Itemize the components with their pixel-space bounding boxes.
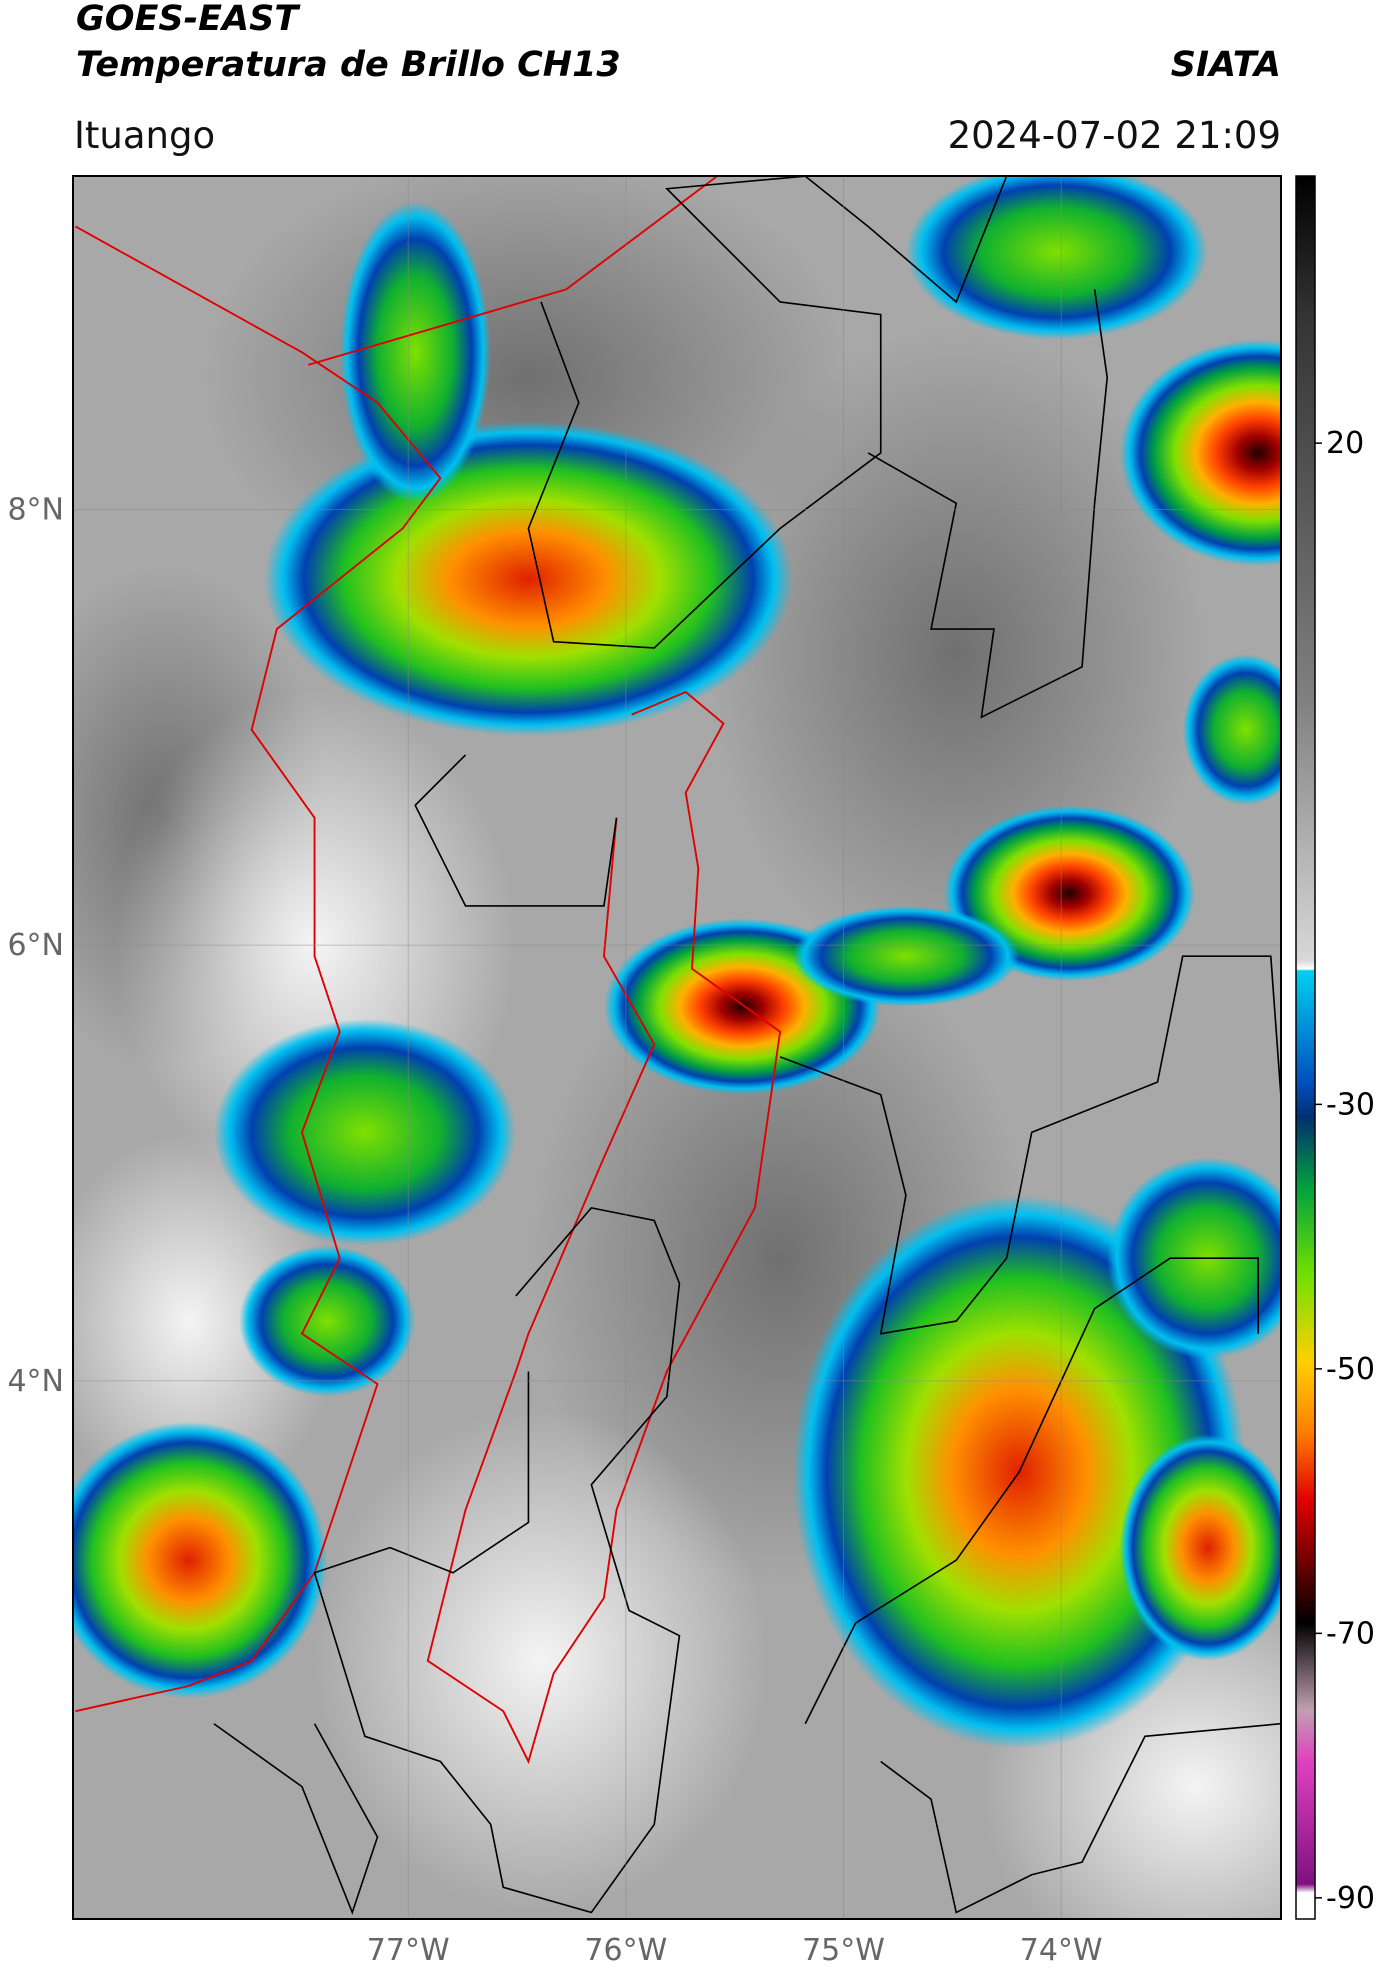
map-frame <box>72 175 1282 1920</box>
colorbar-tick-label: -70 <box>1326 1616 1375 1651</box>
colorbar-tick-label: 20 <box>1326 426 1364 461</box>
satellite-image <box>73 176 1281 1919</box>
y-tick-label: 4°N <box>7 1364 64 1399</box>
datetime: 2024-07-02 21:09 <box>948 114 1281 157</box>
agency: SIATA <box>1171 45 1281 85</box>
subtitle: Temperatura de Brillo CH13 <box>76 45 621 85</box>
colorbar-tick-label: -50 <box>1326 1352 1375 1387</box>
colorbar-tick-label: -30 <box>1326 1087 1375 1122</box>
title: GOES-EAST <box>76 0 301 39</box>
colorbar <box>1295 175 1316 1920</box>
x-tick-label: 75°W <box>802 1933 885 1968</box>
x-tick-label: 76°W <box>584 1933 667 1968</box>
region: Ituango <box>74 114 215 157</box>
x-tick-label: 74°W <box>1020 1933 1103 1968</box>
graticule <box>73 176 1281 1919</box>
colorbar-tick-label: -90 <box>1326 1881 1375 1916</box>
y-tick-label: 8°N <box>7 492 64 527</box>
x-tick-label: 77°W <box>367 1933 450 1968</box>
y-tick-label: 6°N <box>7 928 64 963</box>
